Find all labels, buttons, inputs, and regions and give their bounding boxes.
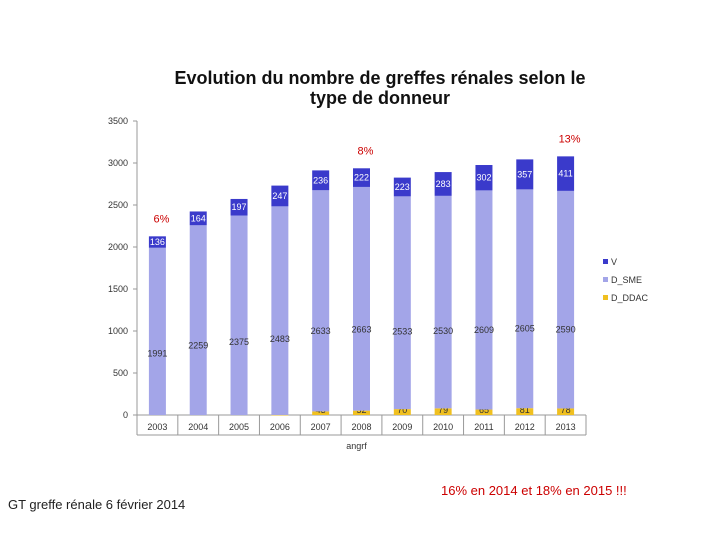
bar-segment-d-ddac	[271, 414, 289, 416]
data-label-d-ddac: 81	[520, 405, 530, 415]
y-tick-label: 2500	[108, 200, 128, 210]
data-label-d-ddac: 78	[561, 405, 571, 415]
bar-segment-v	[353, 168, 370, 187]
data-label-v: 357	[517, 169, 532, 179]
x-tick-label: 2005	[229, 422, 249, 432]
data-label-d-sme: 1991	[147, 348, 167, 358]
bar-segment-d-sme	[557, 190, 575, 409]
y-tick-label: 3000	[108, 158, 128, 168]
legend-swatch-d-sme	[603, 277, 608, 282]
bar-segment-v	[475, 165, 493, 191]
x-tick-label: 2007	[311, 422, 331, 432]
x-tick-label: 2008	[351, 422, 371, 432]
bar-segment-v	[189, 211, 207, 226]
data-label-d-sme: 2663	[351, 324, 371, 334]
chart-title-line-2: type de donneur	[309, 88, 450, 108]
data-label-d-ddac: 70	[397, 405, 407, 415]
data-label-d-sme: 2633	[311, 326, 331, 336]
data-label-d-ddac: 65	[479, 405, 489, 415]
bar-segment-d-sme	[393, 196, 411, 410]
bar-segment-d-sme	[475, 190, 493, 410]
x-tick-label: 2004	[188, 422, 208, 432]
bar-segment-d-sme	[353, 186, 370, 411]
x-tick-label: 2009	[392, 422, 412, 432]
legend-label: D_SME	[611, 275, 642, 285]
bar-segment-d-ddac	[353, 410, 370, 415]
bar-segment-d-ddac	[516, 408, 534, 415]
bar-segment-v	[230, 198, 248, 216]
bar-segment-d-ddac	[475, 409, 493, 415]
bar-segment-d-sme	[148, 247, 166, 415]
percentage-annotation: 6%	[153, 213, 169, 225]
data-label-v: 247	[272, 191, 287, 201]
legend-swatch-v	[603, 259, 608, 264]
bar-segment-d-sme	[516, 189, 534, 409]
y-tick-label: 1000	[108, 326, 128, 336]
percentage-annotation: 8%	[358, 145, 374, 157]
data-label-v: 136	[150, 237, 165, 247]
bar-segment-d-ddac	[312, 411, 330, 415]
data-label-d-sme: 2259	[188, 341, 208, 351]
y-tick-label: 500	[113, 368, 128, 378]
x-tick-label: 2003	[147, 422, 167, 432]
legend-label: V	[611, 257, 617, 267]
data-label-d-sme: 2375	[229, 337, 249, 347]
data-label-v: 223	[395, 182, 410, 192]
data-label-v: 164	[191, 213, 206, 223]
footer-left-text: GT greffe rénale 6 février 2014	[8, 497, 186, 512]
bar-segment-v	[434, 172, 452, 196]
chart-title-line-1: Evolution du nombre de greffes rénales s…	[174, 68, 586, 88]
data-label-d-sme: 2605	[515, 324, 535, 334]
data-label-d-ddac: 79	[438, 405, 448, 415]
bar-segment-d-ddac	[393, 409, 411, 415]
bar-segment-d-sme	[271, 206, 289, 415]
bar-segment-v	[271, 185, 289, 207]
bar-segment-v	[148, 236, 166, 248]
x-tick-label: 2013	[556, 422, 576, 432]
legend-swatch-d-ddac	[603, 295, 608, 300]
x-axis-title: angrf	[346, 441, 367, 451]
y-tick-label: 1500	[108, 284, 128, 294]
footer-right-text: 16% en 2014 et 18% en 2015 !!!	[441, 483, 627, 498]
bar-segment-v	[312, 170, 330, 191]
data-label-d-sme: 2609	[474, 325, 494, 335]
bar-segment-d-sme	[434, 195, 452, 409]
data-label-v: 283	[436, 179, 451, 189]
percentage-annotation: 13%	[559, 133, 581, 145]
data-label-v: 302	[476, 173, 491, 183]
data-label-v: 222	[354, 173, 369, 183]
bar-segment-v	[557, 156, 575, 191]
bar-segment-d-sme	[312, 190, 330, 412]
bar-segment-d-ddac	[434, 408, 452, 415]
data-label-d-sme: 2530	[433, 326, 453, 336]
x-tick-label: 2010	[433, 422, 453, 432]
bar-segment-v	[393, 177, 411, 197]
x-tick-label: 2006	[270, 422, 290, 432]
bar-segment-d-sme	[189, 225, 207, 415]
data-label-v: 411	[558, 169, 572, 179]
legend-label: D_DDAC	[611, 293, 649, 303]
bar-segment-d-ddac	[557, 408, 575, 415]
data-label-d-sme: 2483	[270, 334, 290, 344]
data-label-v: 236	[313, 175, 328, 185]
bar-segment-d-sme	[230, 215, 248, 415]
x-tick-label: 2012	[515, 422, 535, 432]
x-tick-label: 2011	[474, 422, 493, 432]
y-tick-label: 0	[123, 410, 128, 420]
data-label-d-sme: 2533	[392, 327, 412, 337]
chart-title: Evolution du nombre de greffes rénales s…	[150, 68, 610, 108]
y-tick-label: 2000	[108, 242, 128, 252]
data-label-v: 197	[232, 202, 247, 212]
bar-segment-v	[516, 159, 534, 190]
y-tick-label: 3500	[108, 116, 128, 126]
data-label-d-sme: 2590	[556, 324, 576, 334]
